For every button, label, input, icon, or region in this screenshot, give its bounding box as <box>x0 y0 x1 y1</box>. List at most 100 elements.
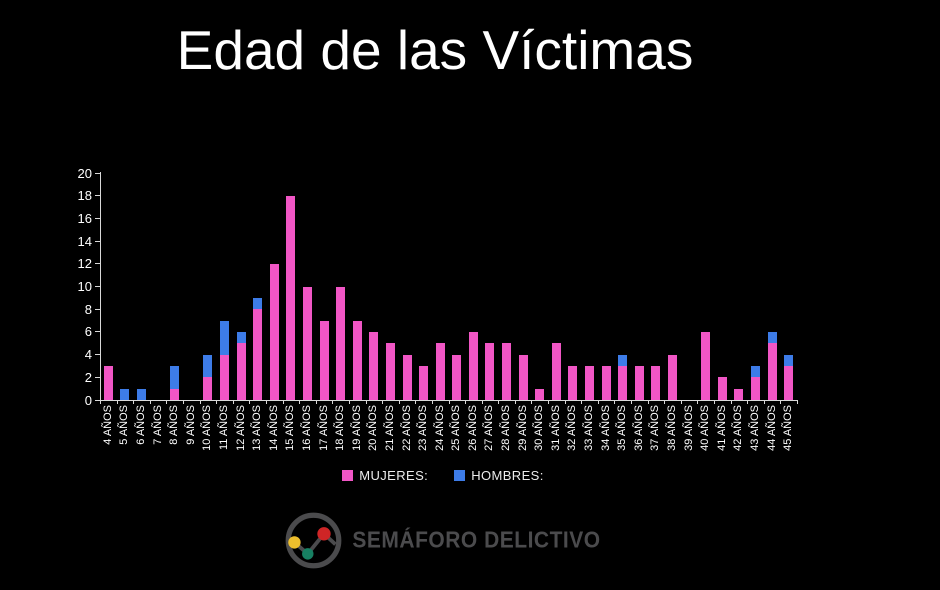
y-tick-label: 2 <box>84 369 92 385</box>
x-tick <box>299 400 301 404</box>
x-axis-label: 42 AÑOS <box>732 405 745 451</box>
chart-legend: MUJERES: HOMBRES: <box>0 468 913 483</box>
bar-mujeres <box>468 331 478 400</box>
bar-mujeres <box>419 365 429 400</box>
x-tick <box>581 400 583 404</box>
x-tick <box>249 400 251 404</box>
bar-mujeres <box>784 365 794 400</box>
legend-swatch-hombres <box>454 470 466 481</box>
x-axis-label: 9 AÑOS <box>184 405 197 445</box>
x-axis-label: 27 AÑOS <box>483 405 496 451</box>
x-tick <box>647 400 649 404</box>
bar-mujeres <box>535 388 545 400</box>
x-axis-label: 28 AÑOS <box>500 405 513 451</box>
legend-swatch-mujeres <box>342 470 354 481</box>
x-axis-label: 15 AÑOS <box>284 405 297 451</box>
x-axis-label: 33 AÑOS <box>583 405 596 451</box>
y-tick <box>95 172 100 174</box>
x-axis-label: 26 AÑOS <box>466 405 479 451</box>
bar-mujeres <box>253 309 263 400</box>
bar-mujeres <box>568 365 578 400</box>
x-tick <box>133 400 135 404</box>
bar-hombres <box>170 365 180 389</box>
y-tick-label: 18 <box>77 188 92 204</box>
x-tick <box>797 400 798 404</box>
bar-mujeres <box>302 286 312 400</box>
x-axis-label: 11 AÑOS <box>217 405 230 451</box>
x-tick <box>780 400 782 404</box>
bar-mujeres <box>551 343 561 400</box>
bar-mujeres <box>286 195 296 400</box>
y-tick-label: 10 <box>77 279 92 294</box>
x-tick <box>597 400 599 404</box>
x-tick <box>348 400 350 404</box>
y-tick <box>95 354 100 356</box>
y-tick-label: 14 <box>77 233 92 249</box>
x-axis-label: 43 AÑOS <box>749 405 761 451</box>
x-tick <box>398 400 400 404</box>
bar-mujeres <box>734 388 744 400</box>
bar-mujeres <box>203 377 213 400</box>
y-tick <box>95 399 100 401</box>
bar-mujeres <box>767 343 777 400</box>
bar-mujeres <box>751 377 760 400</box>
x-axis-label: 23 AÑOS <box>417 405 430 451</box>
x-tick <box>614 400 616 404</box>
y-tick <box>95 263 100 265</box>
semaforo-logo-text: SEMÁFORO DELICTIVO <box>352 527 601 553</box>
x-axis-label: 30 AÑOS <box>533 405 546 451</box>
bar-hombres <box>253 297 263 310</box>
x-tick <box>382 400 384 404</box>
x-tick <box>149 400 151 404</box>
x-tick <box>730 400 732 404</box>
x-axis-label: 22 AÑOS <box>400 405 413 451</box>
x-tick <box>697 400 699 404</box>
bar-mujeres <box>319 320 329 400</box>
x-tick <box>216 400 218 404</box>
x-axis-label: 35 AÑOS <box>616 405 629 451</box>
x-axis-label: 20 AÑOS <box>367 405 380 451</box>
bar-mujeres <box>369 331 379 400</box>
x-tick <box>315 400 317 404</box>
y-tick <box>95 331 100 333</box>
y-tick <box>95 376 100 378</box>
bar-hombres <box>751 365 760 378</box>
bar-hombres <box>203 354 213 378</box>
bar-mujeres <box>435 343 445 400</box>
green-dot-icon <box>302 548 314 560</box>
x-tick <box>282 400 284 404</box>
x-axis-label: 16 AÑOS <box>300 405 313 451</box>
x-tick <box>763 400 765 404</box>
x-axis-label: 4 AÑOS <box>101 405 114 445</box>
legend-item-hombres: HOMBRES: <box>454 468 544 483</box>
x-tick <box>232 400 234 404</box>
x-axis-label: 19 AÑOS <box>350 405 363 451</box>
x-tick <box>100 400 101 404</box>
bar-mujeres <box>634 365 644 400</box>
bar-mujeres <box>236 343 246 400</box>
bar-mujeres <box>585 365 595 400</box>
x-tick <box>199 400 201 404</box>
x-axis-label: 5 AÑOS <box>118 405 131 445</box>
x-axis-label: 25 AÑOS <box>450 405 463 451</box>
bar-mujeres <box>336 286 346 400</box>
y-tick <box>95 286 100 287</box>
bar-mujeres <box>452 354 462 400</box>
x-tick <box>481 400 483 404</box>
bar-mujeres <box>352 320 362 400</box>
x-axis-label: 12 AÑOS <box>234 405 247 451</box>
y-tick-label: 20 <box>77 165 92 181</box>
bar-hombres <box>219 320 229 355</box>
y-axis-line <box>100 172 101 401</box>
x-tick <box>498 400 500 404</box>
x-tick <box>116 400 118 404</box>
yellow-dot-icon <box>288 536 302 549</box>
x-axis-label: 39 AÑOS <box>682 405 695 451</box>
y-tick <box>95 240 100 242</box>
bar-mujeres <box>170 388 180 400</box>
bar-mujeres <box>618 365 628 400</box>
bar-hombres <box>120 388 130 400</box>
x-tick <box>531 400 533 404</box>
